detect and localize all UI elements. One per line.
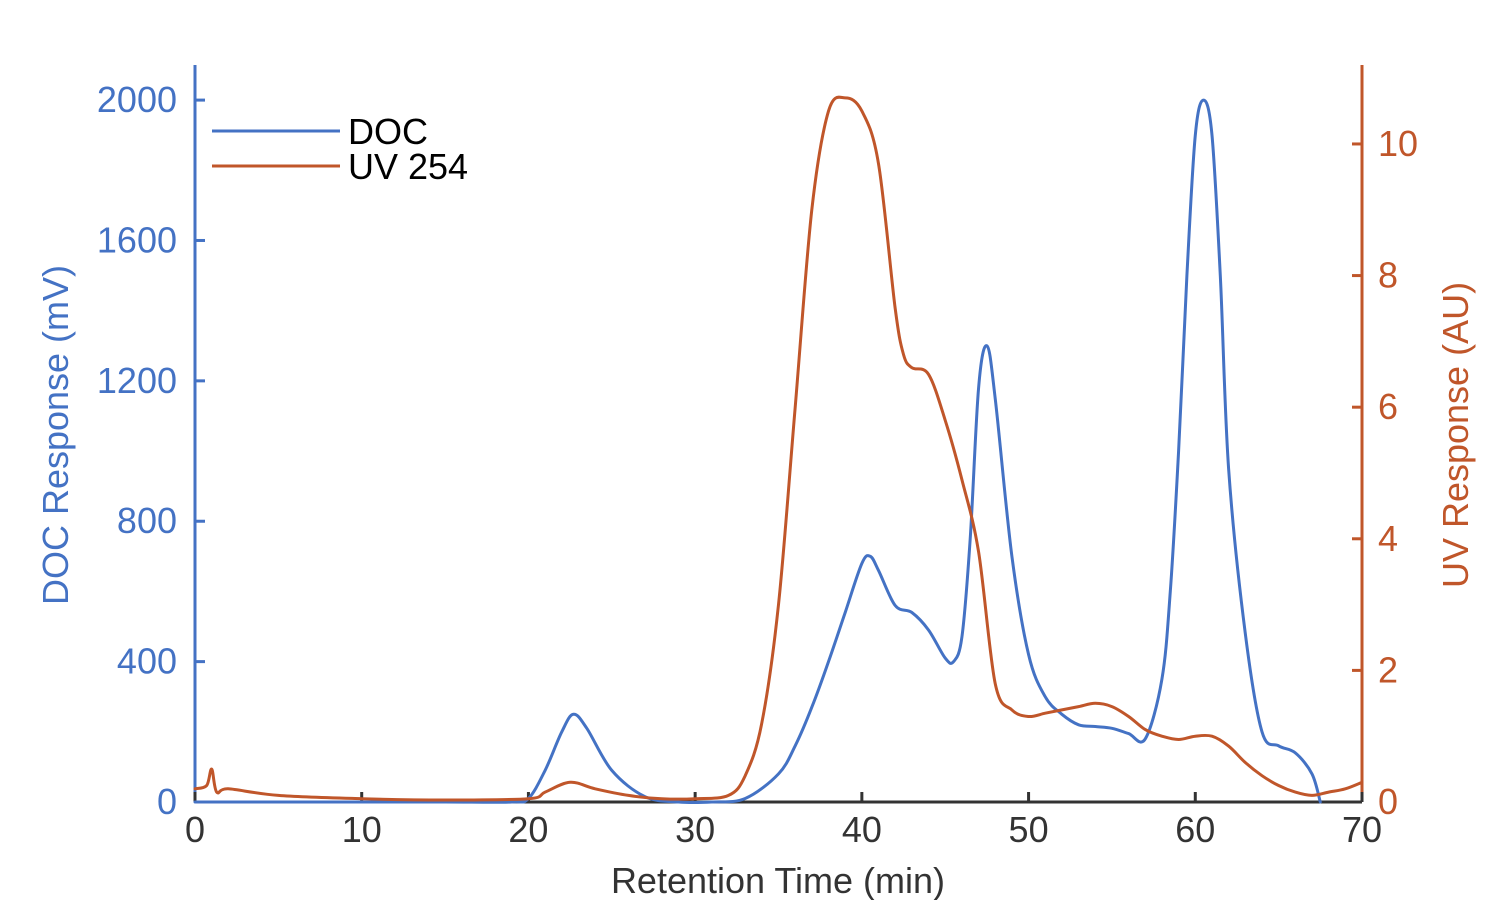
x-tick-label: 10 <box>342 809 382 850</box>
series-lines <box>193 95 1364 805</box>
uv254-series-line <box>193 95 1364 802</box>
x-tick-label: 60 <box>1175 809 1215 850</box>
x-tick-label: 0 <box>185 809 205 850</box>
left-tick-label: 400 <box>117 641 177 682</box>
right-tick-label: 4 <box>1378 518 1398 559</box>
right-tick-label: 6 <box>1378 386 1398 427</box>
left-tick-label: 0 <box>157 781 177 822</box>
left-axis-group: 0 400 800 1200 1600 2000 <box>97 65 205 822</box>
x-tick-label: 20 <box>508 809 548 850</box>
x-tick-label: 50 <box>1009 809 1049 850</box>
left-tick-label: 1600 <box>97 219 177 260</box>
x-tick-label: 70 <box>1342 809 1382 850</box>
x-tick-label: 30 <box>675 809 715 850</box>
legend-label-uv254: UV 254 <box>348 146 468 187</box>
x-axis-title: Retention Time (min) <box>611 860 945 900</box>
left-tick-label: 800 <box>117 500 177 541</box>
doc-series-line <box>193 98 1322 805</box>
x-tick-label: 40 <box>842 809 882 850</box>
right-tick-label: 0 <box>1378 781 1398 822</box>
right-tick-label: 10 <box>1378 123 1418 164</box>
legend: DOC UV 254 <box>212 111 468 187</box>
legend-label-doc: DOC <box>348 111 428 152</box>
right-tick-label: 8 <box>1378 255 1398 296</box>
left-axis-title: DOC Response (mV) <box>35 265 76 605</box>
bottom-axis-group: 0 10 20 30 40 50 60 70 <box>185 792 1382 850</box>
right-axis-group: 0 2 4 6 8 10 <box>1352 65 1418 822</box>
left-tick-label: 2000 <box>97 79 177 120</box>
right-axis-title: UV Response (AU) <box>1435 282 1476 588</box>
right-tick-label: 2 <box>1378 649 1398 690</box>
left-tick-label: 1200 <box>97 360 177 401</box>
